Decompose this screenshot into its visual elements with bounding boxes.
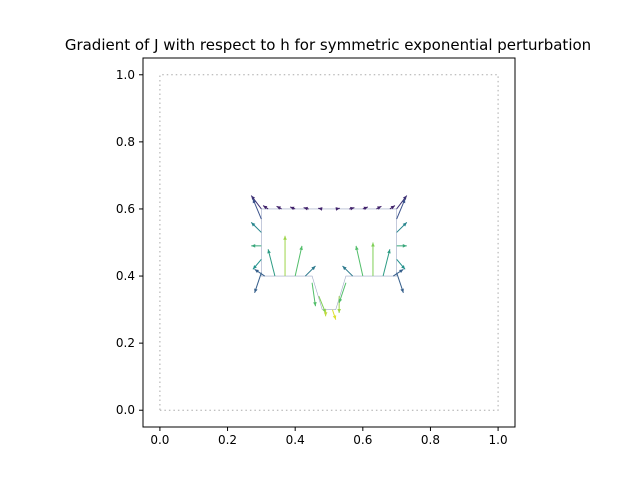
quiver-arrow <box>389 205 396 210</box>
quiver-arrow <box>262 205 269 210</box>
quiver-arrow <box>311 282 317 307</box>
quiver-arrow <box>318 207 323 211</box>
y-tick-label: 0.8 <box>116 135 135 149</box>
quiver-arrow <box>335 207 340 211</box>
quiver-arrow <box>251 244 262 248</box>
chart-title: Gradient of J with respect to h for symm… <box>65 36 591 54</box>
quiver-arrow <box>318 295 327 314</box>
y-tick-label: 0.0 <box>116 403 135 417</box>
quiver-arrow <box>289 206 296 211</box>
quiver-arrow <box>267 249 276 277</box>
quiver-arrow <box>396 244 407 248</box>
quiver-arrow <box>250 222 262 233</box>
quiver-arrow <box>382 249 391 277</box>
x-tick-label: 0.6 <box>353 433 372 447</box>
quiver-arrow <box>376 205 382 210</box>
y-tick-label: 0.6 <box>116 202 135 216</box>
quiver-arrow <box>304 265 316 277</box>
quiver-arrow <box>396 222 408 233</box>
quiver-arrow <box>252 258 262 270</box>
y-tick-label: 0.2 <box>116 336 135 350</box>
quiver-arrow <box>396 195 408 210</box>
quiver-arrow <box>323 309 328 317</box>
x-tick-label: 0.4 <box>286 433 305 447</box>
quiver-arrow <box>252 198 262 220</box>
quiver-arrow <box>392 268 404 277</box>
quiver-arrow <box>396 258 406 270</box>
quiver-arrow <box>303 206 309 211</box>
quiver-arrow <box>362 206 369 211</box>
obstacle-outline <box>261 208 397 310</box>
quiver-arrow <box>349 206 355 211</box>
quiver-arrow <box>342 265 354 277</box>
quiver-arrow <box>254 268 266 277</box>
x-tick-label: 1.0 <box>489 433 508 447</box>
quiver-arrow <box>331 309 337 320</box>
axes-frame <box>142 57 516 428</box>
quiver-arrow <box>355 245 364 277</box>
x-tick-label: 0.2 <box>218 433 237 447</box>
quiver-arrow <box>276 205 282 210</box>
quiver-arrow <box>294 245 303 277</box>
quiver-arrow <box>396 272 404 293</box>
x-tick-label: 0.0 <box>150 433 169 447</box>
quiver-arrow <box>338 282 347 304</box>
quiver-arrow <box>283 235 287 277</box>
quiver-arrow <box>396 198 406 220</box>
y-tick-label: 1.0 <box>116 68 135 82</box>
quiver-arrow <box>254 272 262 293</box>
domain-boundary <box>159 74 499 411</box>
quiver-arrow <box>250 195 262 210</box>
y-tick-label: 0.4 <box>116 269 135 283</box>
quiver-arrow <box>371 242 375 277</box>
x-tick-label: 0.8 <box>421 433 440 447</box>
